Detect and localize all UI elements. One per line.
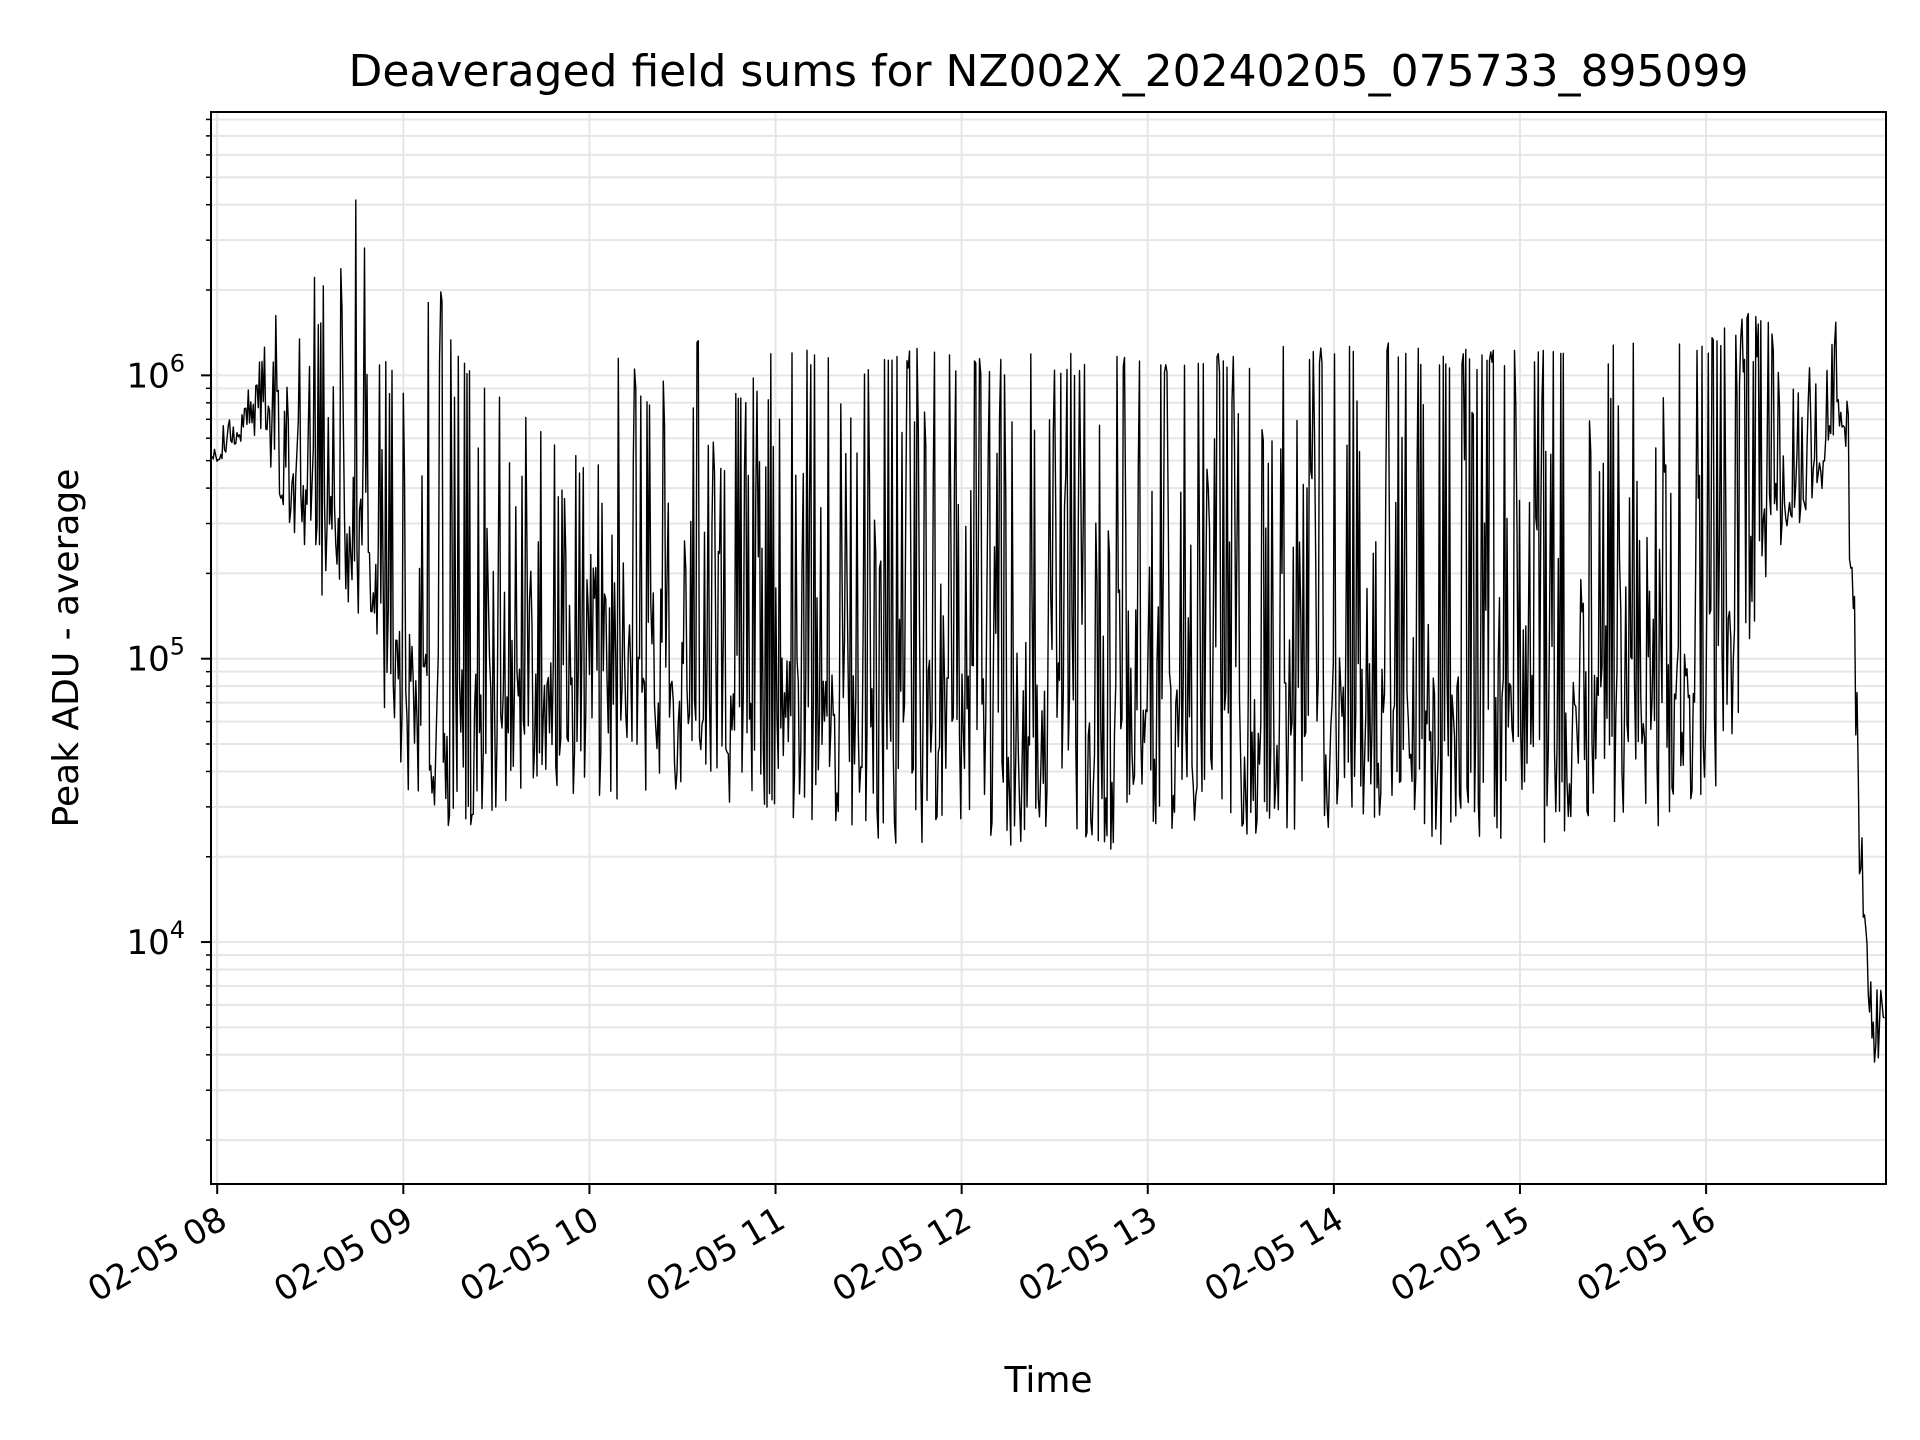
series-line (211, 199, 1885, 1063)
y-tick-exponent: 6 (170, 349, 185, 377)
y-tick-exponent: 5 (170, 633, 185, 661)
grid-minor (206, 118, 1886, 1142)
chart-title: Deaveraged field sums for NZ002X_2024020… (348, 46, 1748, 97)
y-tick-base: 10 (126, 356, 169, 396)
y-tick-exponent: 4 (170, 916, 185, 944)
plot-frame (210, 111, 1887, 1185)
y-axis-label: Peak ADU - average (46, 469, 87, 828)
y-tick-label: 105 (126, 633, 185, 680)
y-tick-base: 10 (126, 640, 169, 680)
x-axis-label: Time (1003, 1360, 1092, 1401)
y-tick-label: 106 (126, 349, 185, 396)
y-tick-label: 104 (126, 916, 185, 963)
y-tick-base: 10 (126, 923, 169, 963)
series-layer (211, 199, 1885, 1063)
